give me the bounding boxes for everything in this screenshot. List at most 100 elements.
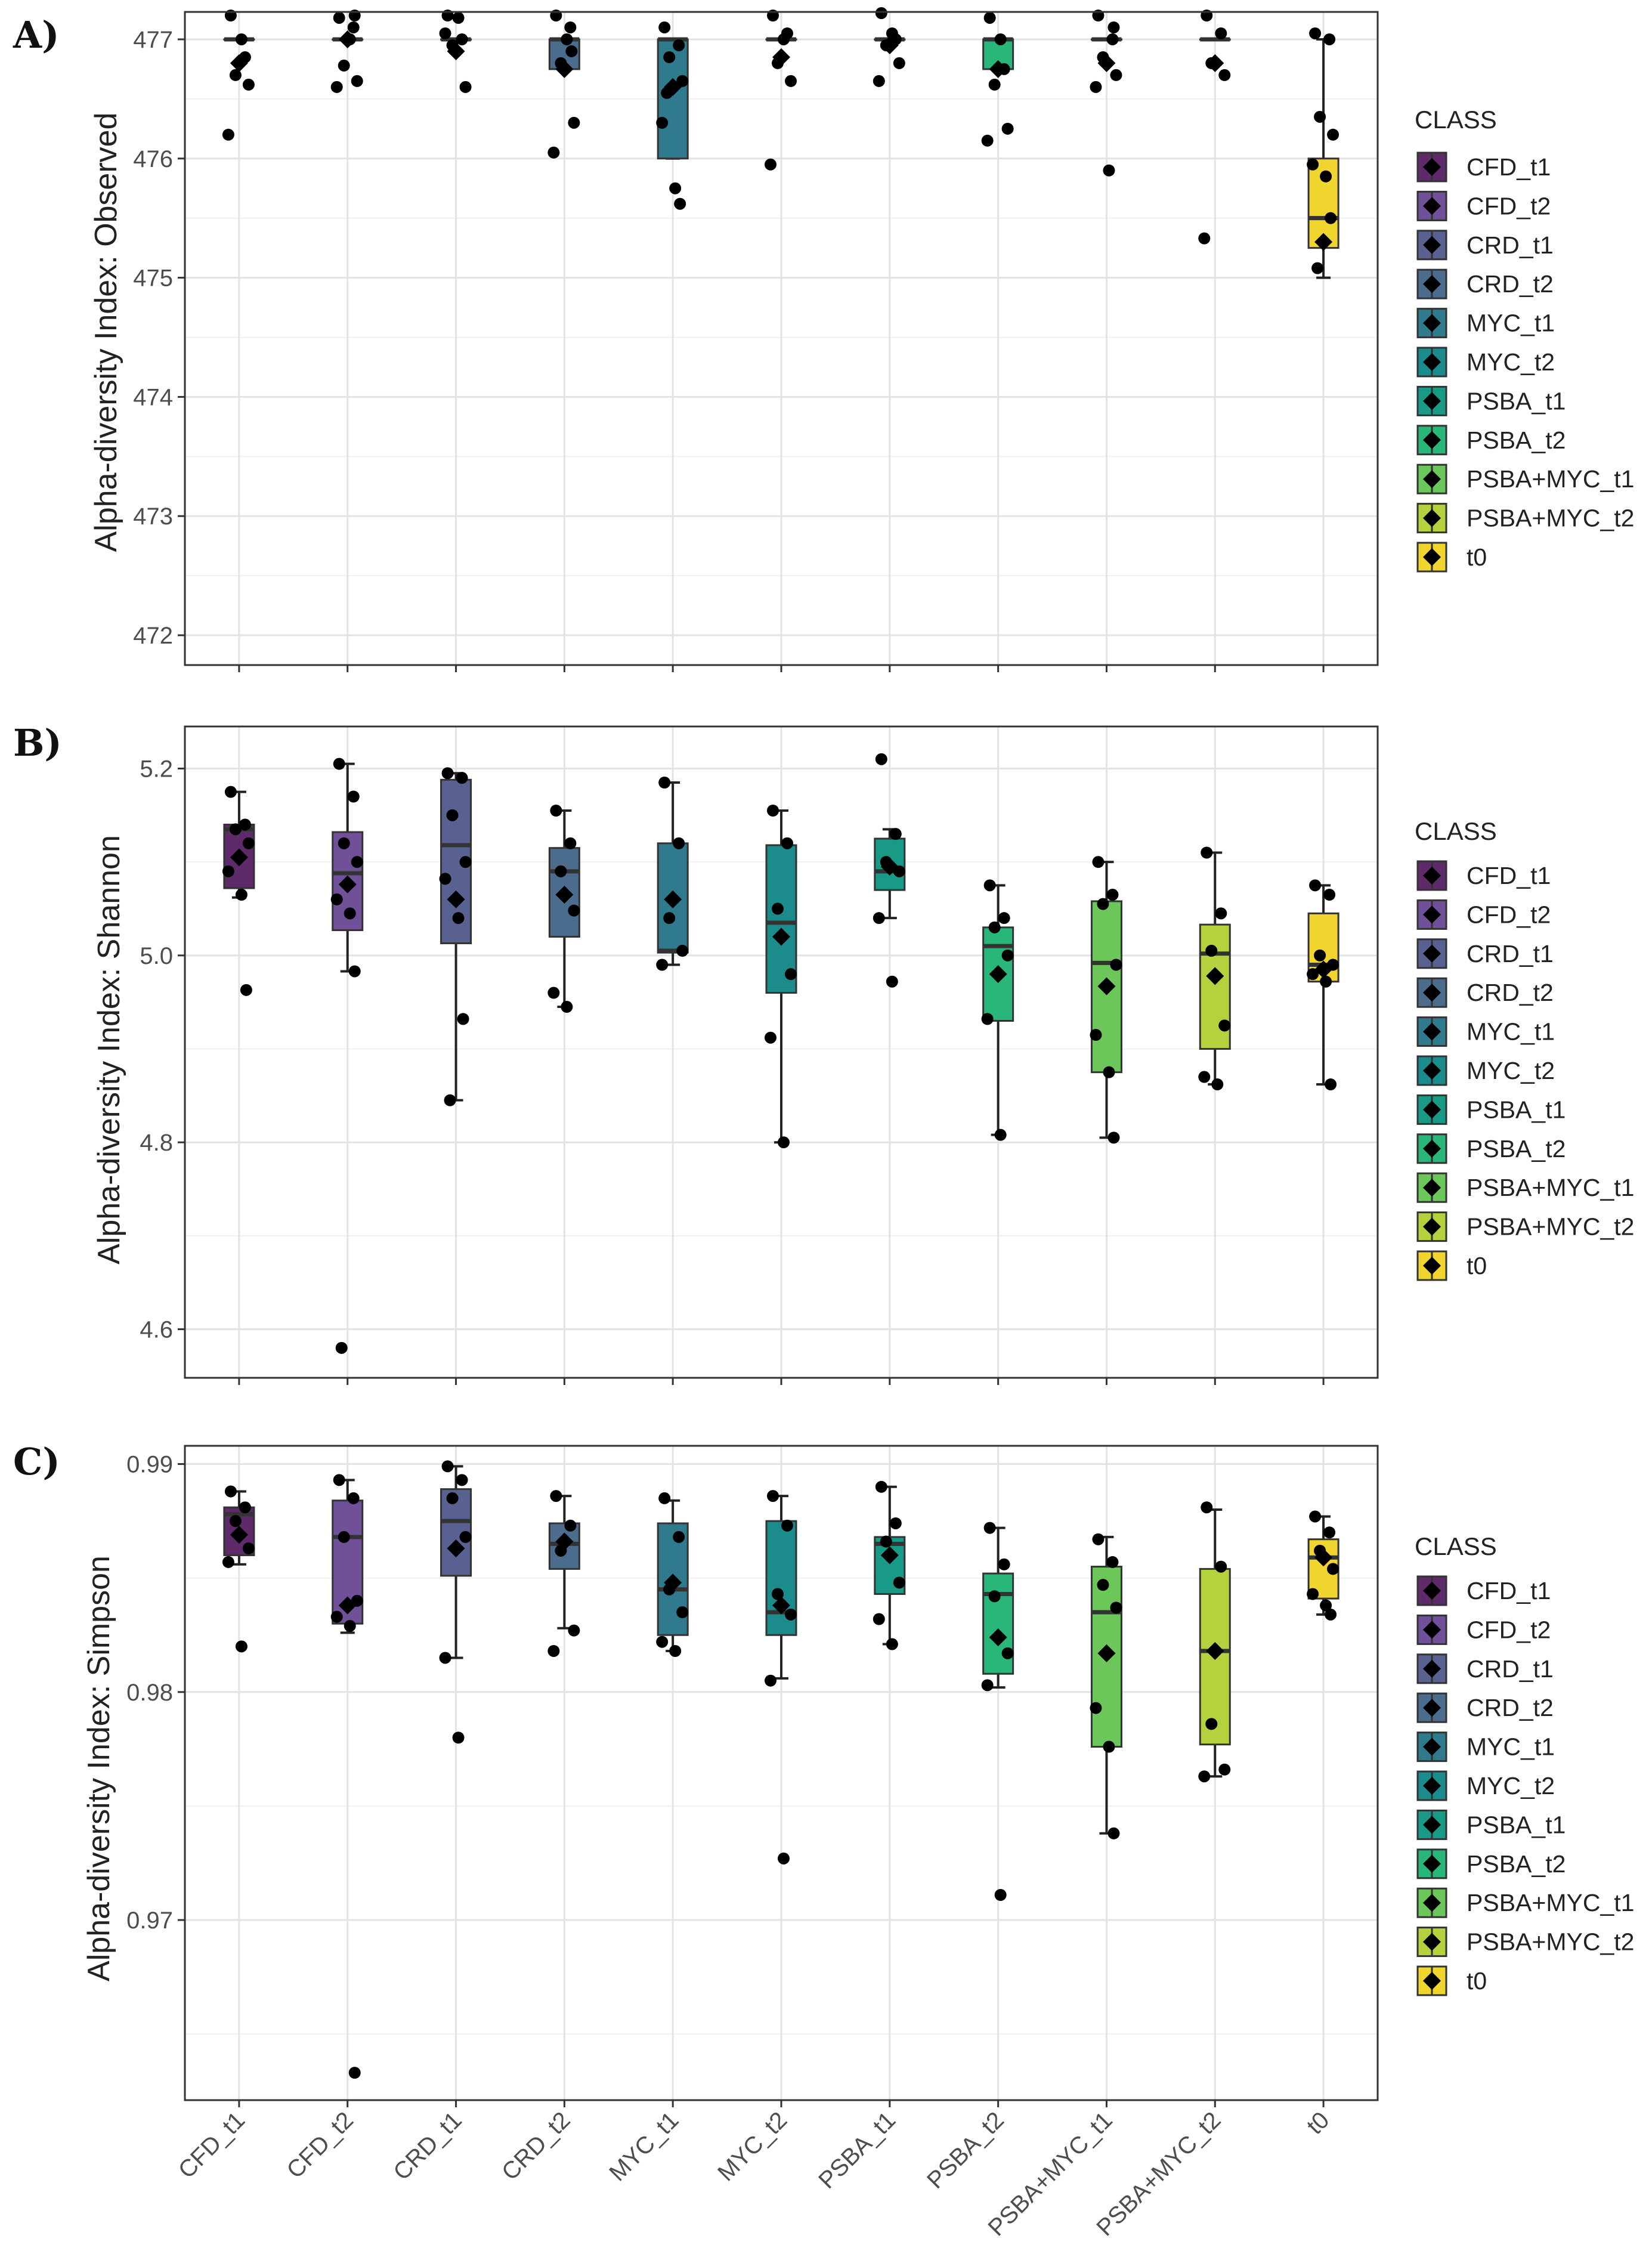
data-point [656,959,669,971]
data-points [222,753,1339,1354]
data-point [222,128,234,141]
data-point [235,33,248,45]
y-tick-label: 0.99 [126,1452,173,1478]
data-point [673,837,685,849]
data-point [351,856,363,868]
data-point [981,134,994,147]
data-point [338,837,350,849]
data-point [446,1492,459,1504]
legend-diamond [1423,314,1441,332]
data-point [568,1624,580,1637]
legend-item-CFD_t2: CFD_t2 [1416,1614,1551,1645]
data-point [994,1128,1007,1141]
legend-item-PSBA_t2: PSBA_t2 [1416,1848,1566,1879]
legend-diamond [1423,1217,1441,1236]
data-point [1106,889,1119,901]
data-point [1090,1702,1102,1714]
data-point [1218,69,1231,81]
data-point [229,823,242,836]
mean-marker [989,965,1007,984]
data-point [1106,1556,1119,1568]
data-point [889,828,902,840]
y-tick-label: 476 [133,146,173,172]
data-point [1307,158,1319,171]
legend-item-PSBA+MYC_t1: PSBA+MYC_t1 [1416,1887,1634,1918]
data-point [444,1094,456,1106]
mean-marker [1097,54,1116,72]
panel-label: A) [13,13,59,57]
legend-label: CRD_t2 [1467,1694,1554,1721]
y-ticks: 0.97 0.98 0.99 [126,1452,185,1934]
data-point [765,158,776,171]
legend-diamond [1423,1972,1441,1990]
legend: CLASS CFD_t1 CFD_t2 CRD_t1 CRD_t2 MYC_t1 MYC_… [1415,106,1634,573]
legend-label: PSBA+MYC_t2 [1467,1928,1634,1956]
legend-diamond [1423,1179,1441,1197]
y-tick-label: 4.8 [140,1130,173,1156]
data-point [547,987,560,999]
legend-diamond [1423,944,1441,963]
legend-item-CFD_t1: CFD_t1 [1416,1575,1551,1606]
data-point [242,1542,255,1555]
data-point [1325,212,1337,224]
data-point [330,81,343,93]
data-point [1001,122,1014,135]
legend-label: MYC_t1 [1467,1018,1555,1046]
mean-marker [1206,967,1224,985]
legend-label: t0 [1467,1967,1487,1995]
legend-item-CRD_t2: CRD_t2 [1416,268,1554,299]
legend-label: PSBA+MYC_t1 [1467,465,1634,493]
legend-item-MYC_t1: MYC_t1 [1416,1016,1555,1047]
data-point [988,921,1001,933]
legend-diamond [1423,1139,1441,1158]
data-point [229,69,242,81]
data-point [1323,889,1336,901]
legend-item-PSBA+MYC_t2: PSBA+MYC_t2 [1416,1927,1634,1958]
data-point [439,1652,451,1664]
data-point [338,1531,350,1543]
legend-label: t0 [1467,1252,1487,1279]
data-point [1110,1601,1122,1614]
data-point [658,1492,671,1504]
legend-label: MYC_t2 [1467,348,1555,376]
data-point [459,1531,472,1543]
legend-item-CFD_t2: CFD_t2 [1416,899,1551,930]
data-point [1201,846,1213,859]
legend-label: CFD_t1 [1467,1577,1551,1604]
legend-diamond [1423,509,1441,527]
legend-diamond [1423,1933,1441,1951]
data-point [873,1613,885,1625]
legend-label: PSBA_t1 [1467,387,1566,415]
data-point [778,1852,790,1865]
legend-item-t0: t0 [1416,1250,1487,1281]
data-point [656,1635,669,1648]
data-point [767,805,779,817]
data-point [333,1474,345,1486]
data-point [348,965,361,978]
data-point [446,809,459,821]
legend-label: CFD_t1 [1467,153,1551,181]
x-ticks [238,1378,1325,1385]
data-point [240,984,252,996]
mean-marker [447,890,465,908]
data-point [886,1638,898,1650]
data-point [785,1608,797,1621]
mean-marker [1206,54,1224,72]
legend-label: PSBA+MYC_t2 [1467,505,1634,532]
data-point [875,7,887,19]
mean-marker [338,875,357,893]
data-point [1198,232,1211,245]
legend-item-MYC_t2: MYC_t2 [1416,1055,1555,1086]
y-tick-label: 477 [133,27,173,53]
data-point [663,51,676,63]
legend-diamond [1423,1894,1441,1912]
legend-diamond [1423,197,1441,215]
legend-diamond [1423,984,1441,1002]
data-point [239,818,251,831]
y-ticks: 4.6 4.8 5.0 5.2 [140,756,185,1343]
data-point [1198,1770,1211,1783]
data-point [351,75,363,87]
data-point [1218,1763,1231,1776]
data-point [347,21,360,33]
mean-marker [772,48,790,66]
